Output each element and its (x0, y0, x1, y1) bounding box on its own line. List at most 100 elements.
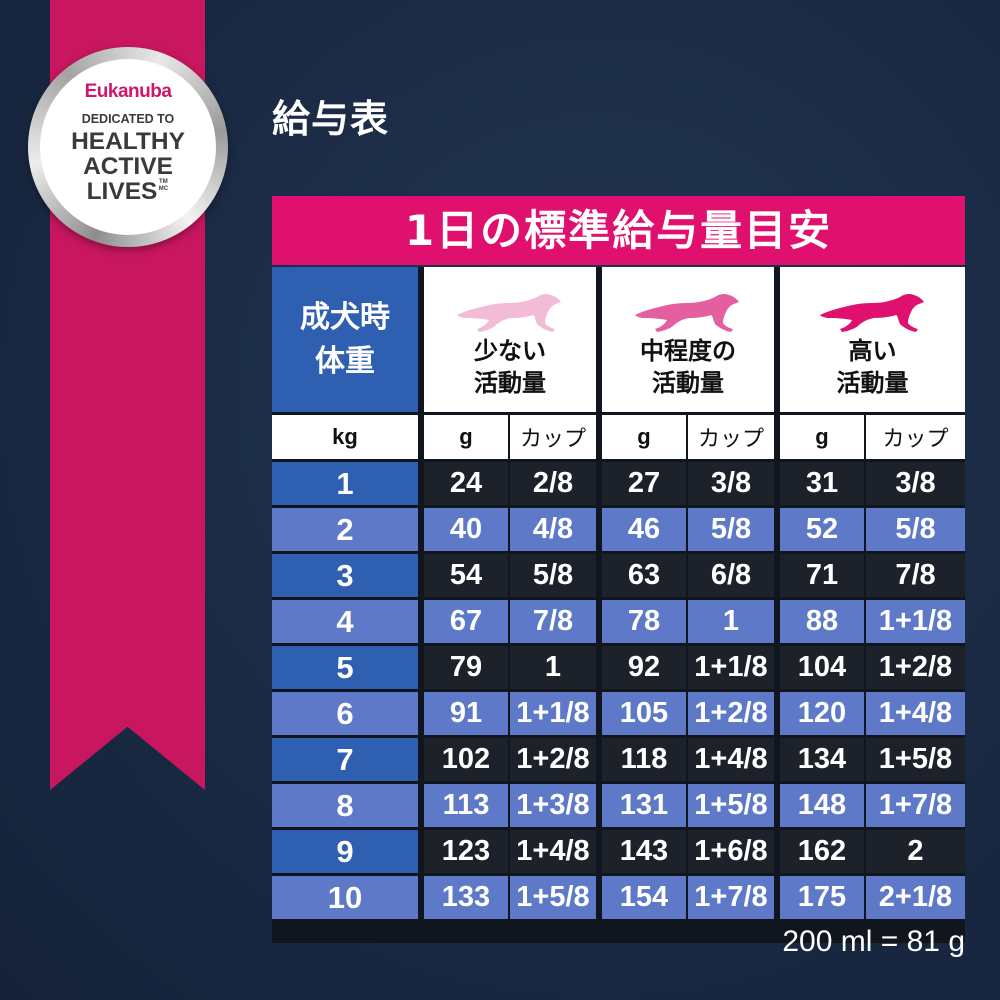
grams-cell: 46 (596, 505, 686, 551)
cups-cell: 2/8 (508, 459, 596, 505)
grams-cell: 78 (596, 597, 686, 643)
weight-header: 成犬時 体重 (272, 267, 418, 412)
grams-cell: 131 (596, 781, 686, 827)
weight-cell: 4 (272, 597, 418, 643)
cups-cell: 1+2/8 (864, 643, 965, 689)
cups-cell: 1+5/8 (508, 873, 596, 919)
table-row: 5 79 1 92 1+1/8 104 1+2/8 (272, 643, 965, 689)
unit-grams: g (596, 412, 686, 459)
grams-cell: 134 (774, 735, 864, 781)
feeding-banner: 1日の標準給与量目安 (272, 196, 965, 265)
cups-cell: 5/8 (686, 505, 774, 551)
activity-header-high: 高い 活動量 (774, 267, 965, 412)
grams-cell: 102 (418, 735, 508, 781)
cups-cell: 1+3/8 (508, 781, 596, 827)
grams-cell: 175 (774, 873, 864, 919)
table-row: 7 102 1+2/8 118 1+4/8 134 1+5/8 (272, 735, 965, 781)
cups-cell: 2 (864, 827, 965, 873)
cups-cell: 3/8 (864, 459, 965, 505)
cups-cell: 1 (508, 643, 596, 689)
weight-cell: 5 (272, 643, 418, 689)
grams-cell: 162 (774, 827, 864, 873)
table-row: 1 24 2/8 27 3/8 31 3/8 (272, 459, 965, 505)
grams-cell: 120 (774, 689, 864, 735)
unit-cups: カップ (508, 412, 596, 459)
grams-cell: 71 (774, 551, 864, 597)
cups-cell: 1+5/8 (864, 735, 965, 781)
grams-cell: 143 (596, 827, 686, 873)
cups-cell: 1+4/8 (508, 827, 596, 873)
grams-cell: 104 (774, 643, 864, 689)
cups-cell: 3/8 (686, 459, 774, 505)
slogan-line: ACTIVE (40, 154, 216, 179)
brand-badge: Eukanuba DEDICATED TO HEALTHY ACTIVE LIV… (28, 47, 228, 247)
grams-cell: 133 (418, 873, 508, 919)
grams-cell: 67 (418, 597, 508, 643)
activity-header-low: 少ない 活動量 (418, 267, 596, 412)
table-row: 3 54 5/8 63 6/8 71 7/8 (272, 551, 965, 597)
grams-cell: 118 (596, 735, 686, 781)
table-row: 6 91 1+1/8 105 1+2/8 120 1+4/8 (272, 689, 965, 735)
weight-cell: 8 (272, 781, 418, 827)
cups-cell: 1+7/8 (686, 873, 774, 919)
weight-cell: 1 (272, 459, 418, 505)
grams-cell: 54 (418, 551, 508, 597)
cups-cell: 5/8 (864, 505, 965, 551)
cups-cell: 1+1/8 (686, 643, 774, 689)
grams-cell: 113 (418, 781, 508, 827)
badge-slogan: HEALTHY ACTIVE LIVES TM MC (40, 129, 216, 204)
grams-cell: 154 (596, 873, 686, 919)
table-body: 1 24 2/8 27 3/8 31 3/8 2 40 4/8 46 5/8 52 5/8 3 54 5/8 63… (272, 459, 965, 919)
grams-cell: 52 (774, 505, 864, 551)
unit-row: kg g カップ g カップ g カップ (272, 412, 965, 459)
grams-cell: 27 (596, 459, 686, 505)
weight-cell: 2 (272, 505, 418, 551)
activity-header-medium: 中程度の 活動量 (596, 267, 774, 412)
table-row: 4 67 7/8 78 1 88 1+1/8 (272, 597, 965, 643)
grams-cell: 24 (418, 459, 508, 505)
trademark-mark: TM MC (157, 179, 169, 193)
unit-cups: カップ (686, 412, 774, 459)
slogan-line: HEALTHY (40, 129, 216, 154)
cups-cell: 2+1/8 (864, 873, 965, 919)
cups-cell: 5/8 (508, 551, 596, 597)
weight-cell: 6 (272, 689, 418, 735)
cups-cell: 1+4/8 (686, 735, 774, 781)
table-row: 10 133 1+5/8 154 1+7/8 175 2+1/8 (272, 873, 965, 919)
badge-inner: Eukanuba DEDICATED TO HEALTHY ACTIVE LIV… (40, 59, 216, 235)
header-row: 成犬時 体重 少ない 活動量 中程度の 活動量 高い 活動量 (272, 267, 965, 412)
grams-cell: 148 (774, 781, 864, 827)
cups-cell: 6/8 (686, 551, 774, 597)
grams-cell: 92 (596, 643, 686, 689)
table-row: 9 123 1+4/8 143 1+6/8 162 2 (272, 827, 965, 873)
grams-cell: 91 (418, 689, 508, 735)
cups-cell: 1+4/8 (864, 689, 965, 735)
weight-cell: 7 (272, 735, 418, 781)
cups-cell: 1+1/8 (864, 597, 965, 643)
cups-cell: 1+2/8 (508, 735, 596, 781)
weight-cell: 10 (272, 873, 418, 919)
cups-cell: 7/8 (864, 551, 965, 597)
unit-cups: カップ (864, 412, 965, 459)
weight-cell: 3 (272, 551, 418, 597)
grams-cell: 88 (774, 597, 864, 643)
running-dog-icon (818, 289, 928, 335)
slogan-line: LIVES TM MC (40, 179, 216, 204)
brand-logo-text: Eukanuba (40, 81, 216, 103)
cups-cell: 1+1/8 (508, 689, 596, 735)
running-dog-icon (633, 289, 743, 335)
cups-cell: 1 (686, 597, 774, 643)
cups-cell: 4/8 (508, 505, 596, 551)
grams-cell: 123 (418, 827, 508, 873)
grams-cell: 40 (418, 505, 508, 551)
cups-cell: 1+6/8 (686, 827, 774, 873)
table-row: 8 113 1+3/8 131 1+5/8 148 1+7/8 (272, 781, 965, 827)
unit-grams: g (774, 412, 864, 459)
cups-cell: 1+7/8 (864, 781, 965, 827)
grams-cell: 63 (596, 551, 686, 597)
feeding-table: 成犬時 体重 少ない 活動量 中程度の 活動量 高い 活動量 kg g (272, 267, 965, 919)
page-title: 給与表 (272, 88, 389, 143)
unit-kg: kg (272, 412, 418, 459)
running-dog-icon (455, 289, 565, 335)
table-row: 2 40 4/8 46 5/8 52 5/8 (272, 505, 965, 551)
